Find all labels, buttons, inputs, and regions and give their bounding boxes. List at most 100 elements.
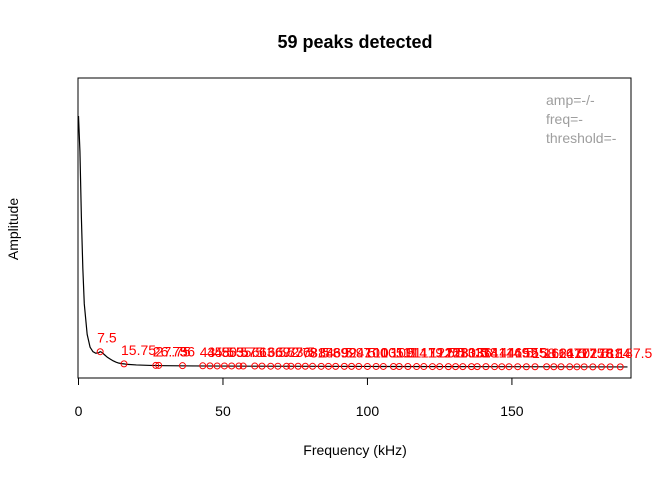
peak-label: 164.5 — [551, 345, 586, 361]
peak-marker — [491, 363, 499, 371]
peak-label: 57 — [240, 344, 256, 360]
peak-label: 152 — [515, 345, 539, 361]
peak-marker — [355, 362, 363, 370]
x-tick-label: 0 — [75, 403, 83, 419]
peak-marker — [287, 362, 295, 370]
peak-label: 146.5 — [499, 345, 534, 361]
peak-marker — [482, 363, 490, 371]
peak-marker — [557, 363, 565, 371]
peak-marker — [239, 362, 247, 370]
peak-marker — [580, 363, 588, 371]
y-axis-label: Amplitude — [5, 198, 21, 260]
peak-label: 111 — [396, 344, 417, 360]
peak-marker — [505, 363, 513, 371]
peak-label: 144 — [492, 345, 516, 361]
peak-label: 27.75 — [156, 343, 191, 359]
peak-marker — [199, 362, 207, 370]
peak-marker — [324, 362, 332, 370]
peak-label: 7.5 — [97, 330, 117, 346]
peak-marker — [152, 361, 160, 369]
peak-marker — [120, 360, 128, 368]
peak-label: 181 — [598, 345, 622, 361]
peak-label: 97 — [356, 344, 372, 360]
peak-marker — [294, 362, 302, 370]
peak-marker — [452, 363, 460, 371]
peak-marker — [606, 363, 614, 371]
peak-marker — [531, 363, 539, 371]
legend-entry: threshold=- — [546, 130, 617, 146]
peak-label: 162 — [544, 345, 568, 361]
peak-marker — [566, 363, 574, 371]
peak-label: 81 — [310, 344, 326, 360]
peak-label: 48 — [214, 344, 230, 360]
peak-label: 92 — [341, 344, 357, 360]
peak-label: 125 — [437, 345, 461, 361]
peak-marker — [283, 362, 291, 370]
peak-label: 114 — [405, 345, 428, 361]
peak-label: 122.5 — [429, 345, 464, 361]
peak-marker — [543, 363, 551, 371]
peak-label: 105.5 — [380, 344, 415, 360]
peak-marker — [404, 363, 412, 371]
peak-label: 86.5 — [325, 344, 352, 360]
peak-label: 138 — [474, 345, 498, 361]
peak-marker — [372, 362, 380, 370]
peak-marker — [395, 362, 403, 370]
peak-label: 149 — [506, 345, 530, 361]
peak-marker — [379, 362, 387, 370]
peak-label: 141 — [483, 345, 507, 361]
peak-marker — [96, 348, 104, 356]
peak-label: 175 — [581, 345, 605, 361]
peak-marker — [428, 363, 436, 371]
peak-marker — [220, 362, 228, 370]
peak-marker — [155, 361, 163, 369]
peak-label: 94.5 — [349, 344, 376, 360]
peak-label: 158 — [532, 345, 556, 361]
peak-label: 43 — [200, 344, 216, 360]
peak-marker — [413, 363, 421, 371]
peak-marker — [550, 363, 558, 371]
peak-label: 26.75 — [153, 343, 188, 359]
peak-marker — [514, 363, 522, 371]
legend-entry: amp=-/- — [546, 92, 595, 108]
peak-marker — [332, 362, 340, 370]
peak-marker — [179, 362, 187, 370]
peak-label: 119.5 — [421, 345, 455, 361]
peak-marker — [206, 362, 214, 370]
x-axis-label: Frequency (kHz) — [303, 442, 406, 458]
peak-marker — [235, 362, 243, 370]
peak-marker — [444, 363, 452, 371]
series-layer — [77, 115, 628, 368]
x-tick-label: 100 — [356, 403, 380, 419]
legend: amp=-/- freq=- threshold=- — [546, 92, 617, 146]
peak-label: 73.5 — [288, 344, 315, 360]
peak-marker — [589, 363, 597, 371]
peak-marker — [522, 363, 530, 371]
peak-label: 72 — [284, 344, 300, 360]
peak-label: 187.5 — [617, 345, 652, 361]
peak-label: 69 — [275, 344, 291, 360]
x-tick-label: 150 — [500, 403, 524, 419]
peak-label: 55.5 — [236, 344, 263, 360]
peak-label: 76 — [295, 344, 311, 360]
peak-label: 84 — [318, 344, 334, 360]
peak-label: 172.5 — [574, 345, 609, 361]
peak-markers-layer — [96, 348, 624, 371]
peak-label: 63.5 — [259, 344, 286, 360]
peak-label: 167 — [558, 345, 582, 361]
peak-label: 117 — [414, 345, 437, 361]
peak-label: 100 — [364, 344, 388, 360]
peak-label: 103 — [373, 344, 397, 360]
peak-label: 155 — [523, 345, 547, 361]
peak-label: 45.5 — [207, 344, 234, 360]
peak-marker — [348, 362, 356, 370]
peak-marker — [436, 363, 444, 371]
peak-marker — [251, 362, 259, 370]
peak-marker — [213, 362, 221, 370]
peak-label: 66.5 — [268, 344, 295, 360]
legend-entry: freq=- — [546, 111, 583, 127]
peak-label: 15.75 — [121, 342, 156, 358]
peak-marker — [473, 363, 481, 371]
